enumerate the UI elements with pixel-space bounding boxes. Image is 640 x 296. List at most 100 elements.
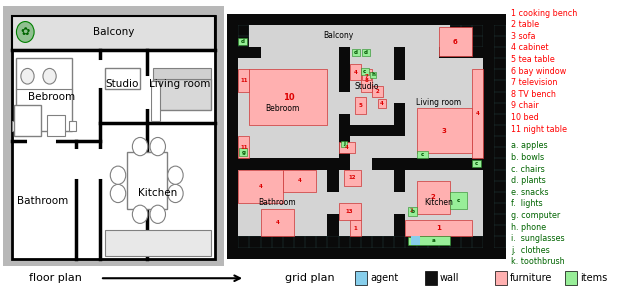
Bar — [316, 147, 328, 158]
Bar — [227, 81, 238, 92]
Text: 9 chair: 9 chair — [511, 101, 539, 110]
Bar — [349, 47, 361, 58]
Bar — [260, 147, 272, 158]
Bar — [227, 147, 238, 158]
Bar — [316, 158, 328, 170]
Bar — [372, 192, 383, 203]
Bar — [294, 203, 305, 214]
Bar — [227, 14, 238, 25]
Bar — [394, 136, 405, 147]
Bar — [394, 225, 405, 237]
Bar — [394, 192, 405, 203]
Text: agent: agent — [370, 273, 398, 283]
Bar — [394, 81, 405, 92]
Bar — [372, 225, 383, 237]
Bar — [283, 47, 294, 58]
Text: g. computer: g. computer — [511, 211, 561, 220]
Bar — [349, 214, 361, 225]
Bar — [472, 103, 483, 114]
Bar — [383, 47, 394, 58]
Bar — [283, 14, 294, 25]
Bar — [105, 230, 211, 256]
Bar — [372, 47, 383, 58]
Text: 4 cabinet: 4 cabinet — [511, 43, 549, 52]
Bar — [305, 36, 316, 47]
Bar — [238, 170, 250, 181]
Bar — [238, 136, 250, 158]
Bar — [425, 271, 437, 285]
Circle shape — [168, 166, 183, 184]
Bar — [483, 170, 495, 181]
Bar — [472, 181, 483, 192]
Bar — [305, 247, 316, 259]
Text: 4: 4 — [380, 101, 384, 106]
Bar — [461, 147, 472, 158]
Bar — [272, 225, 283, 237]
Bar — [316, 225, 328, 237]
Bar — [383, 125, 394, 136]
Bar — [472, 170, 483, 181]
Bar — [227, 125, 238, 136]
Bar — [408, 237, 417, 245]
Bar — [339, 114, 349, 125]
Bar — [339, 147, 349, 158]
Bar — [361, 14, 372, 25]
Bar — [439, 103, 450, 114]
Bar — [417, 25, 428, 36]
Bar — [472, 125, 483, 136]
Bar — [328, 14, 339, 25]
Bar — [439, 92, 450, 103]
Bar — [383, 125, 394, 136]
Bar — [238, 114, 250, 125]
Bar — [372, 125, 383, 136]
Bar — [483, 36, 495, 47]
Bar — [349, 181, 361, 192]
Bar — [339, 125, 349, 136]
Bar — [238, 214, 250, 225]
Bar — [316, 170, 328, 181]
Bar — [272, 158, 283, 170]
Text: 2 table: 2 table — [511, 20, 540, 29]
Bar — [349, 36, 361, 47]
Bar — [250, 203, 260, 214]
Bar — [238, 92, 250, 103]
Bar — [461, 92, 472, 103]
Text: ✿: ✿ — [20, 27, 30, 37]
Bar — [12, 120, 19, 131]
Bar — [260, 58, 272, 69]
Circle shape — [110, 166, 125, 184]
Text: items: items — [580, 273, 607, 283]
Bar — [461, 170, 472, 181]
Bar — [349, 147, 361, 158]
Bar — [227, 36, 238, 47]
Bar — [383, 114, 394, 125]
Bar — [294, 147, 305, 158]
Text: Bebroom: Bebroom — [28, 92, 76, 102]
Bar — [294, 181, 305, 192]
Bar — [394, 158, 405, 170]
Bar — [394, 247, 405, 259]
Bar — [339, 147, 349, 158]
Bar — [227, 247, 238, 259]
Bar — [472, 47, 483, 58]
Bar — [272, 214, 283, 225]
Bar — [372, 158, 383, 170]
Bar — [394, 47, 405, 58]
Bar — [328, 14, 339, 25]
Bar — [394, 69, 405, 81]
Bar — [227, 192, 238, 203]
Bar — [417, 47, 428, 58]
Bar — [394, 14, 405, 25]
Bar — [461, 158, 472, 170]
Bar — [272, 81, 283, 92]
Bar — [272, 114, 283, 125]
Bar — [328, 47, 339, 58]
Bar — [439, 192, 450, 203]
Bar — [250, 103, 260, 114]
Bar — [238, 170, 283, 203]
Bar — [238, 69, 250, 81]
Bar — [417, 170, 428, 181]
Bar — [328, 158, 339, 170]
Bar — [328, 103, 339, 114]
Bar — [328, 192, 339, 203]
